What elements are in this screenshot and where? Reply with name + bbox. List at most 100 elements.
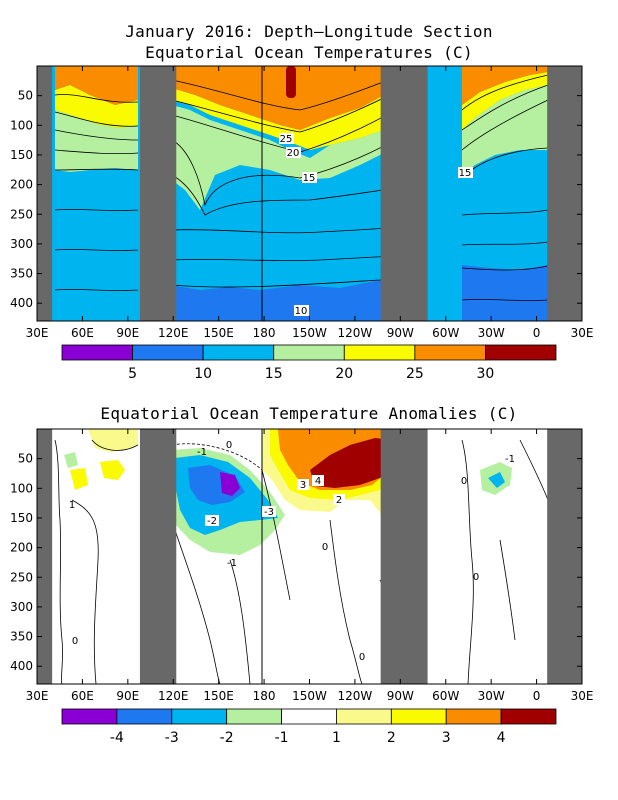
contour-label-20: 20 [287, 148, 300, 159]
contour-label: -2 [207, 516, 217, 527]
x-tick-label: 90W [387, 689, 414, 703]
colorbar-label: 2 [387, 730, 396, 746]
colorbar-swatch [202, 344, 275, 361]
fill-10-15-deep [170, 278, 412, 321]
contour-line [461, 84, 549, 131]
contour-line [171, 443, 263, 471]
temperature-contours [54, 71, 549, 301]
land-mask [37, 66, 53, 321]
colorbar-swatch [61, 708, 118, 725]
land-masks [37, 66, 582, 321]
contour-label-bg [286, 147, 301, 158]
contour-label: -1 [227, 558, 237, 569]
land-mask [139, 66, 177, 321]
colorbar-label: 15 [265, 366, 283, 382]
colorbar-label: -4 [110, 730, 124, 746]
contour-line [461, 299, 549, 301]
contour-label-bg [294, 305, 309, 316]
colorbar-swatch [171, 708, 228, 725]
y-tick-label: 200 [10, 178, 33, 192]
y-tick-label: 350 [10, 630, 33, 644]
colorbar-label: 1 [332, 730, 341, 746]
contour-label: 0 [72, 636, 78, 647]
contour-line [54, 439, 63, 684]
y-tick-label: 400 [10, 659, 33, 673]
contour-label-bg [333, 494, 345, 505]
contour-line [171, 174, 413, 216]
contour-label-15-east: 15 [459, 168, 472, 179]
contour-labels: 0 -1 -2 -3 1 2 3 4 0 -1 0 0 0 -1 0 [69, 440, 515, 663]
fill-25-30-east [462, 72, 548, 130]
contour-line [229, 559, 251, 684]
contour-label: 0 [359, 652, 365, 663]
contour-label-bg [458, 167, 473, 178]
contour-line [174, 529, 221, 684]
contour-line [171, 129, 413, 207]
contour-line [71, 499, 99, 684]
contour-label: 0 [322, 542, 328, 553]
contour-label: 1 [69, 500, 75, 511]
bottom-chart-title: Equatorial Ocean Temperature Anomalies (… [100, 404, 518, 423]
land-mask [139, 429, 177, 684]
x-tick-label: 60W [432, 689, 459, 703]
land-masks [37, 429, 582, 684]
x-tick-label: 0 [533, 326, 541, 340]
contour-line [461, 439, 474, 684]
anomaly-contours [54, 439, 549, 684]
colorbar-swatch [61, 344, 133, 361]
colorbar-label: 5 [128, 366, 137, 382]
fill-20-25-east [462, 85, 548, 175]
land-mask [37, 429, 53, 684]
contour-label-bg [205, 515, 219, 526]
y-tick-label: 150 [10, 148, 33, 162]
colorbar-swatch [273, 344, 345, 361]
x-tick-label: 150E [203, 326, 234, 340]
contour-label: -3 [264, 507, 274, 518]
fill-anom-neg1-small [64, 452, 78, 468]
contour-label: 0 [473, 572, 479, 583]
top-chart-title-line1: January 2016: Depth–Longitude Section [125, 22, 493, 41]
contour-label: 4 [315, 476, 321, 487]
fill-anom-neg2-west [488, 472, 505, 488]
x-tick-label: 180 [253, 689, 276, 703]
contour-label: 0 [461, 476, 467, 487]
contour-line [261, 469, 291, 601]
y-tick-label: 250 [10, 207, 33, 221]
contour-line [54, 168, 139, 171]
temperature-fill-layers [37, 66, 582, 321]
land-mask [380, 429, 428, 684]
fill-30-west [55, 66, 138, 105]
y-tick-label: 100 [10, 481, 33, 495]
colorbar-label: 10 [194, 366, 212, 382]
colorbar-label: 4 [497, 730, 506, 746]
temperature-colorbar: 5 10 15 20 25 30 [61, 344, 557, 382]
x-tick-label: 30E [26, 689, 49, 703]
contour-line [461, 74, 549, 111]
x-tick-label: 60E [71, 326, 94, 340]
anomaly-fill-layers [37, 429, 582, 684]
fill-10-15-east [462, 265, 548, 321]
contour-line [54, 149, 139, 155]
contour-line [54, 289, 139, 291]
contour-label-bg [262, 506, 276, 517]
top-chart-title-line2: Equatorial Ocean Temperatures (C) [145, 43, 473, 62]
contour-line [54, 129, 139, 141]
fill-20-25-west [55, 110, 138, 172]
x-tick-label: 30E [571, 326, 594, 340]
colorbar-swatch [485, 344, 557, 361]
y-tick-label: 150 [10, 511, 33, 525]
x-tick-label: 120W [338, 689, 373, 703]
colorbar-swatch [414, 344, 486, 361]
colorbar-swatch [390, 708, 447, 725]
contour-line [54, 94, 139, 103]
y-tick-label: 300 [10, 237, 33, 251]
x-tick-label: 0 [533, 689, 541, 703]
contour-labels: 25 20 15 15 10 [279, 133, 473, 317]
y-tick-label: 250 [10, 570, 33, 584]
y-tick-label: 50 [18, 89, 33, 103]
axes: 30E 60E 90E 120E 150E 180 150W 120W 90W 60W 30W 0 30… [10, 66, 593, 340]
colorbar-swatch [336, 708, 392, 725]
fill-anom-1-2-indian [88, 429, 138, 452]
x-tick-label: 120E [158, 689, 189, 703]
